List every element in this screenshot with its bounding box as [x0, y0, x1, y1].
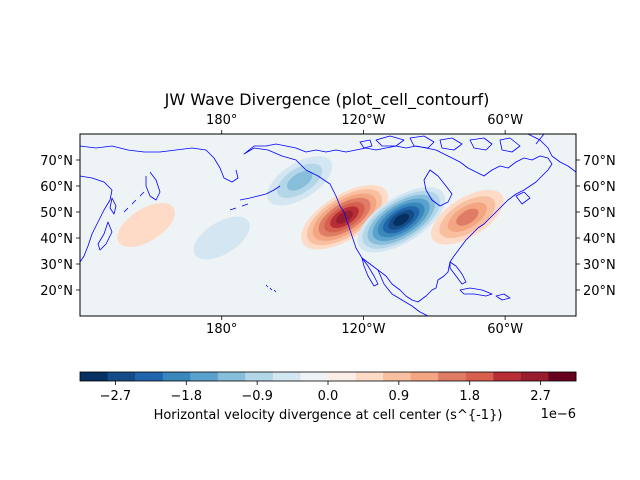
divergence-field: [117, 156, 504, 260]
colorbar-tick-label: −1.8: [170, 389, 202, 404]
colorbar-swatch: [245, 372, 274, 381]
negative-lobe-mid-pacific: [193, 216, 250, 260]
coastline-arctic-islands: [359, 135, 521, 153]
coastline-japan: [97, 197, 117, 251]
coastline-hispaniola: [495, 293, 511, 301]
colorbar-swatch: [107, 372, 136, 381]
colorbar-swatch: [217, 372, 246, 381]
lat-label-left: 50°N: [40, 206, 73, 221]
colorbar-swatch: [383, 372, 412, 381]
lat-label-left: 70°N: [40, 154, 73, 169]
coastline-cuba: [459, 287, 493, 297]
coastline-kamchatka: [145, 171, 161, 201]
colorbar-swatch: [410, 372, 439, 381]
colorbar-swatch: [300, 372, 329, 381]
negative-lobe-rockies: [357, 187, 446, 253]
coastline-siberia: [80, 145, 239, 183]
lat-label-left: 60°N: [40, 180, 73, 195]
colorbar-swatch: [190, 372, 219, 381]
lon-label-top: 180°: [206, 113, 237, 128]
map-frame: [79, 133, 577, 317]
contour-level: [335, 210, 354, 224]
colorbar-swatch: [272, 372, 301, 381]
colorbar-swatch: [438, 372, 467, 381]
coastline-hudson-bay: [423, 169, 453, 207]
coastline-greenland: [527, 134, 576, 173]
colorbar-label: Horizontal velocity divergence at cell c…: [154, 408, 503, 423]
lon-label-bottom: 120°W: [341, 322, 385, 337]
contour-level: [286, 171, 313, 191]
plot-title: JW Wave Divergence (plot_cell_contourf): [164, 90, 490, 110]
colorbar-tick-label: 0.9: [389, 389, 410, 404]
lat-label-right: 30°N: [583, 258, 616, 273]
lat-label-right: 40°N: [583, 232, 616, 247]
colorbar-swatch: [520, 372, 549, 381]
colorbar-swatch: [328, 372, 357, 381]
coastline-aleutians: [229, 185, 281, 211]
coastline-florida: [449, 261, 467, 285]
colorbar-tick-label: 1.8: [459, 389, 480, 404]
colorbar-swatch: [162, 372, 191, 381]
contour-level: [393, 213, 410, 226]
contour-level: [193, 216, 250, 260]
lon-label-bottom: 60°W: [487, 322, 523, 337]
colorbar-swatch: [355, 372, 384, 381]
coastline-north-america: [243, 143, 553, 303]
colorbar-tick-label: −0.9: [241, 389, 273, 404]
lon-label-top: 120°W: [341, 113, 385, 128]
contour-level: [456, 208, 479, 226]
lon-label-top: 60°W: [487, 113, 523, 128]
lat-label-left: 40°N: [40, 232, 73, 247]
lat-label-right: 60°N: [583, 180, 616, 195]
coastline-asia-east: [80, 175, 113, 263]
lat-label-right: 20°N: [583, 284, 616, 299]
positive-lobe-great-lakes: [431, 189, 504, 245]
colorbar-swatch: [80, 372, 109, 381]
colorbar-scale: 1e−6: [541, 407, 576, 422]
coastline-baja: [361, 257, 379, 287]
colorbar-tick-label: 2.7: [530, 389, 551, 404]
lat-label-right: 50°N: [583, 206, 616, 221]
colorbar-swatch: [548, 372, 577, 381]
positive-lobe-east-pacific: [301, 184, 388, 250]
colorbar-tick-label: 0.0: [318, 389, 339, 404]
colorbar-tick-label: −2.7: [100, 389, 132, 404]
colorbar-swatches: [80, 372, 577, 381]
lat-label-left: 30°N: [40, 258, 73, 273]
colorbar-ticks: −2.7 −1.8 −0.9 0.0 0.9 1.8 2.7: [100, 381, 551, 404]
colorbar: −2.7 −1.8 −0.9 0.0 0.9 1.8 2.7 Horizontal velo…: [79, 371, 577, 423]
coastline-hawaii: [265, 284, 277, 293]
coastline-kurils: [123, 191, 145, 213]
contour-level: [117, 203, 175, 247]
map-axes: 180° 180° 120°W 120°W 60°W 60°W 20°N 20°N 30°N 30…: [40, 113, 616, 337]
coastline-central-america: [377, 269, 429, 316]
colorbar-swatch: [135, 372, 164, 381]
positive-lobe-west-pacific: [117, 203, 175, 247]
lat-label-right: 70°N: [583, 154, 616, 169]
lon-label-bottom: 180°: [206, 322, 237, 337]
colorbar-swatch: [465, 372, 494, 381]
coastline-newfoundland: [515, 191, 531, 205]
coastlines: [80, 134, 576, 316]
colorbar-swatch: [493, 372, 522, 381]
lat-label-left: 20°N: [40, 284, 73, 299]
map-panel: 180° 180° 120°W 120°W 60°W 60°W 20°N 20°N 30°N 30…: [40, 113, 616, 337]
